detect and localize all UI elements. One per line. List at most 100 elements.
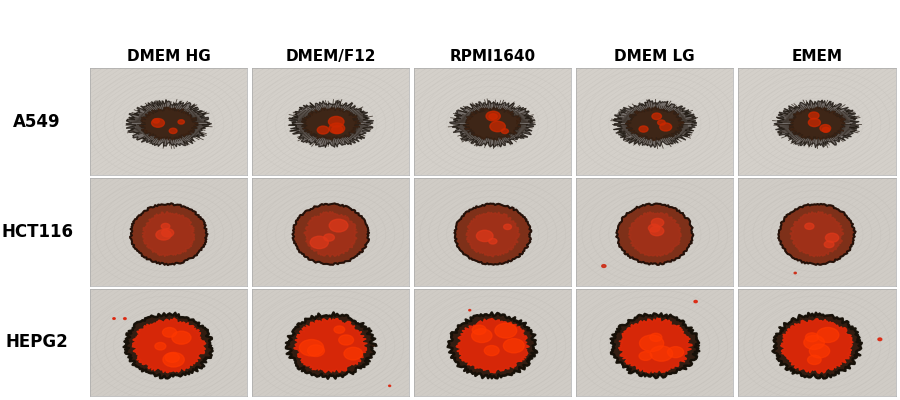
Circle shape [484, 346, 500, 356]
Circle shape [809, 344, 830, 358]
Circle shape [476, 230, 493, 242]
Circle shape [389, 385, 391, 386]
Circle shape [329, 123, 345, 134]
Circle shape [501, 129, 508, 134]
Circle shape [469, 310, 471, 311]
Circle shape [489, 114, 498, 119]
Polygon shape [123, 313, 212, 378]
Polygon shape [618, 318, 692, 373]
Circle shape [652, 218, 664, 227]
Circle shape [332, 126, 343, 133]
Circle shape [318, 126, 328, 134]
Polygon shape [464, 107, 521, 140]
Circle shape [344, 347, 363, 360]
Polygon shape [774, 100, 860, 148]
Circle shape [123, 318, 126, 320]
Circle shape [658, 120, 665, 125]
Title: DMEM HG: DMEM HG [127, 49, 211, 64]
Polygon shape [142, 212, 194, 257]
Circle shape [650, 346, 672, 361]
Polygon shape [790, 211, 843, 257]
Circle shape [820, 124, 831, 132]
Circle shape [639, 352, 652, 360]
Polygon shape [780, 319, 853, 373]
Title: EMEM: EMEM [791, 49, 842, 64]
Circle shape [807, 355, 821, 364]
Circle shape [472, 325, 486, 334]
Y-axis label: HCT116: HCT116 [1, 223, 73, 241]
Polygon shape [302, 108, 361, 140]
Polygon shape [778, 204, 856, 265]
Polygon shape [447, 312, 537, 378]
Circle shape [824, 241, 834, 248]
Circle shape [639, 126, 648, 132]
Circle shape [602, 264, 606, 268]
Circle shape [668, 347, 684, 358]
Polygon shape [454, 204, 531, 265]
Circle shape [650, 333, 662, 342]
Circle shape [652, 113, 662, 120]
Polygon shape [613, 100, 697, 148]
Circle shape [825, 233, 839, 242]
Circle shape [328, 116, 344, 127]
Circle shape [660, 123, 671, 131]
Circle shape [308, 345, 325, 356]
Polygon shape [626, 107, 684, 140]
Circle shape [504, 224, 511, 230]
Polygon shape [286, 312, 376, 379]
Polygon shape [450, 100, 536, 147]
Circle shape [153, 119, 159, 123]
Circle shape [495, 323, 517, 338]
Polygon shape [772, 313, 862, 378]
Circle shape [878, 338, 882, 341]
Circle shape [808, 118, 821, 126]
Circle shape [161, 223, 170, 229]
Circle shape [162, 229, 174, 237]
Circle shape [338, 335, 354, 345]
Circle shape [334, 326, 345, 333]
Y-axis label: A549: A549 [14, 112, 61, 130]
Circle shape [817, 328, 839, 342]
Circle shape [163, 328, 176, 337]
Circle shape [155, 342, 166, 350]
Circle shape [329, 219, 348, 232]
Polygon shape [132, 318, 206, 373]
Circle shape [503, 339, 525, 353]
Circle shape [300, 340, 324, 356]
Circle shape [804, 335, 824, 350]
Y-axis label: HEPG2: HEPG2 [5, 334, 68, 352]
Polygon shape [126, 100, 212, 147]
Polygon shape [130, 203, 207, 265]
Polygon shape [304, 211, 357, 257]
Circle shape [310, 236, 328, 249]
Polygon shape [140, 107, 198, 140]
Circle shape [486, 111, 500, 121]
Circle shape [794, 272, 796, 274]
Polygon shape [289, 100, 374, 147]
Polygon shape [466, 212, 519, 257]
Circle shape [324, 234, 335, 241]
Circle shape [151, 118, 165, 127]
Polygon shape [789, 107, 846, 140]
Circle shape [178, 120, 184, 124]
Circle shape [694, 300, 698, 303]
Circle shape [163, 352, 184, 367]
Circle shape [172, 331, 191, 344]
Circle shape [490, 121, 505, 132]
Title: DMEM/F12: DMEM/F12 [285, 49, 376, 64]
Circle shape [648, 224, 660, 232]
Circle shape [169, 128, 177, 134]
Circle shape [166, 353, 179, 362]
Circle shape [823, 127, 830, 132]
Circle shape [472, 329, 492, 342]
Title: RPMI1640: RPMI1640 [450, 49, 536, 64]
Circle shape [650, 226, 664, 236]
Circle shape [640, 335, 663, 352]
Circle shape [805, 223, 814, 229]
Circle shape [112, 318, 115, 319]
Circle shape [489, 238, 497, 244]
Polygon shape [292, 204, 369, 265]
Polygon shape [628, 212, 681, 256]
Polygon shape [616, 204, 693, 265]
Circle shape [806, 333, 819, 342]
